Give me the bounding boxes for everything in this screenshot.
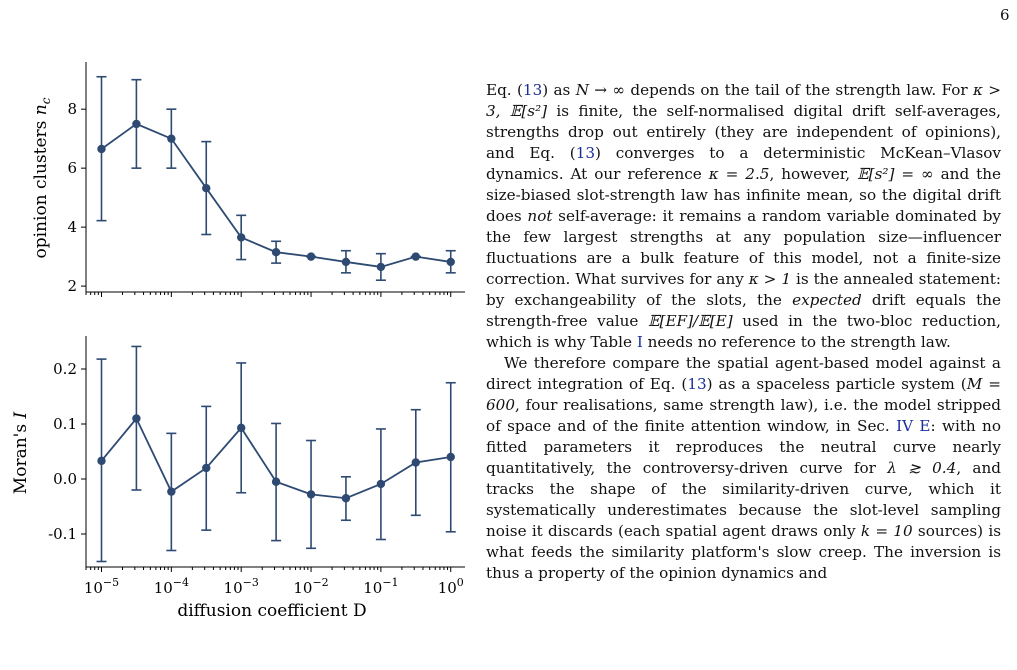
x-tick-label: 10−2 xyxy=(293,576,328,597)
y-tick-label: 2 xyxy=(67,277,77,295)
y-tick-label: 0.1 xyxy=(53,415,77,433)
y-tick-label: 6 xyxy=(67,159,77,177)
data-point xyxy=(411,458,420,467)
data-point xyxy=(167,487,176,496)
chart-panel-opinion-clusters: 2 4 6 8 xyxy=(67,62,465,297)
data-point xyxy=(306,490,316,499)
x-tick-label: 10−1 xyxy=(363,576,398,597)
paragraph: We therefore compare the spatial agent-b… xyxy=(486,353,1001,584)
text-span: ) converges to a deterministic McKean–Vl… xyxy=(486,144,1001,183)
data-point xyxy=(341,494,351,503)
text-span: , however, xyxy=(769,165,858,183)
data-point xyxy=(411,252,420,261)
body-text: Eq. (13) as N → ∞ depends on the tail of… xyxy=(486,80,1001,584)
text-span: used in the two-bloc reduction, which is… xyxy=(486,312,1001,351)
y-tick-label: 8 xyxy=(67,100,77,118)
y-tick-label: 4 xyxy=(67,218,77,236)
data-point xyxy=(236,233,246,242)
y-tick-label: 0.2 xyxy=(53,360,77,378)
y-tick-label: 0.0 xyxy=(53,470,77,488)
text-span: needs no reference to the strength law. xyxy=(642,333,951,351)
paragraph: Eq. (13) as N → ∞ depends on the tail of… xyxy=(486,80,1001,353)
x-tick-label: 10−5 xyxy=(84,576,119,597)
text-span: ) as a spaceless particle system ( xyxy=(706,375,967,393)
math-span: not xyxy=(527,207,553,225)
x-tick-label: 100 xyxy=(438,576,464,597)
cross-reference-link[interactable]: 13 xyxy=(522,81,543,99)
math-span: expected xyxy=(792,291,862,309)
data-point xyxy=(271,247,281,257)
text-span: We therefore compare the spatial agent-b… xyxy=(486,354,1001,393)
data-point xyxy=(132,119,141,129)
math-span: 𝔼[EF]/𝔼[E] xyxy=(647,312,733,330)
x-tick-label: 10−3 xyxy=(224,576,259,597)
text-span: depends on the tail of the strength law.… xyxy=(625,81,973,99)
x-axis-label: diffusion coefficient D xyxy=(177,601,366,621)
data-point xyxy=(202,463,211,473)
data-point xyxy=(376,262,386,272)
cross-reference-link[interactable]: IV E xyxy=(896,417,931,435)
math-span: 𝔼[s²] = ∞ xyxy=(857,165,934,183)
chart-panel-morans-i: -0.1 0.0 0.1 0.2 10−5 10−4 10−3 10−2 10−1 100 xyxy=(48,336,465,597)
x-tick-label: 10−4 xyxy=(154,576,189,597)
cross-reference-link[interactable]: 13 xyxy=(687,375,707,393)
text-span: sources) is what feeds the similarity pl… xyxy=(486,522,1002,582)
text-span: : with no fitted parameters it reproduce… xyxy=(486,417,1001,477)
math-span: M = 600 xyxy=(486,375,1001,414)
data-point xyxy=(97,456,106,466)
math-span: κ > 1 xyxy=(748,270,792,288)
y-tick-label: -0.1 xyxy=(48,525,77,543)
data-point xyxy=(376,479,386,489)
data-point xyxy=(446,452,455,462)
data-point xyxy=(446,257,455,267)
cross-reference-link[interactable]: I xyxy=(636,333,643,351)
text-span: Eq. ( xyxy=(486,81,523,99)
text-span: drift equals the strength-free value xyxy=(486,291,1001,330)
math-span: k = 10 xyxy=(860,522,913,540)
data-point xyxy=(97,144,106,154)
data-point xyxy=(132,414,141,423)
y-axis-label-opinion-clusters: opinion clusters nc xyxy=(31,97,53,258)
y-axis-label-morans-i: Moran's I xyxy=(11,412,31,495)
math-span: N → ∞ xyxy=(575,81,626,99)
figure: 2 4 6 8 -0.1 0.0 0.1 0.2 10−5 10−4 10−3 10−2 10−1 10… xyxy=(11,62,465,621)
text-span: and the size-biased slot-strength law ha… xyxy=(486,165,1002,225)
text-span: , four realisations, same strength law),… xyxy=(486,396,1001,435)
math-span: κ > 3, 𝔼[s²] xyxy=(486,81,1002,120)
math-span: κ = 2.5 xyxy=(708,165,770,183)
text-span: self-average: it remains a random variab… xyxy=(486,207,1001,288)
math-span: λ ≳ 0.4 xyxy=(887,459,957,477)
data-point xyxy=(236,423,246,433)
page-number: 6 xyxy=(1000,6,1010,24)
cross-reference-link[interactable]: 13 xyxy=(575,144,596,162)
data-point xyxy=(271,477,281,486)
data-point xyxy=(306,252,316,261)
text-span: , and tracks the shape of the similarity… xyxy=(486,459,1001,540)
text-span: ) as xyxy=(542,81,576,99)
data-point xyxy=(167,134,176,143)
text-span: is the annealed statement: by exchangeab… xyxy=(486,270,1001,309)
data-point xyxy=(202,184,211,193)
data-point xyxy=(341,257,351,267)
text-span: is finite, the self-normalised digital d… xyxy=(486,102,1001,162)
